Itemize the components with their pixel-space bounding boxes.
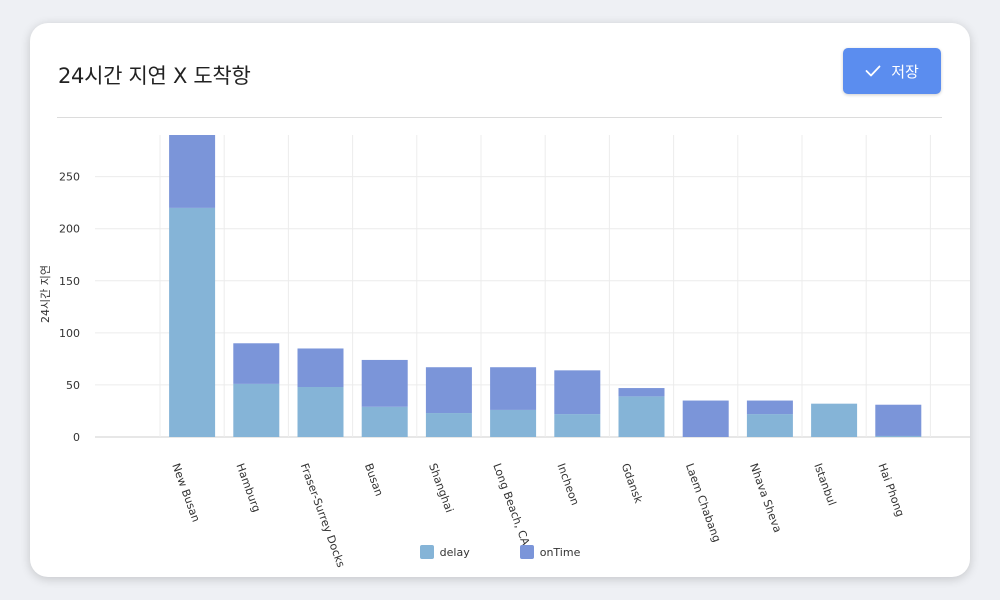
- x-tick-label: Shanghai: [426, 462, 456, 515]
- bar-onTime: [361, 359, 408, 407]
- bar-onTime: [554, 370, 601, 415]
- bar-delay: [361, 406, 408, 437]
- bar-delay: [490, 409, 537, 437]
- bar-delay: [554, 414, 601, 437]
- y-tick-label: 150: [59, 275, 80, 288]
- bar-onTime: [682, 400, 729, 437]
- header-divider: [57, 117, 942, 118]
- x-tick-label: Busan: [362, 462, 386, 498]
- bar-onTime: [233, 343, 280, 384]
- x-tick-label: Long Beach, CA: [490, 462, 532, 548]
- x-tick-label: Nhava Sheva: [747, 462, 784, 535]
- y-tick-label: 0: [73, 431, 80, 444]
- y-tick-label: 100: [59, 327, 80, 340]
- bar-delay: [875, 435, 922, 437]
- bar-delay: [169, 207, 216, 437]
- x-tick-label: Istanbul: [811, 462, 838, 508]
- legend-label-delay: delay: [439, 545, 470, 559]
- bar-onTime: [875, 404, 922, 436]
- save-button[interactable]: 저장: [843, 48, 941, 94]
- page-title: 24시간 지연 X 도착항: [58, 64, 251, 88]
- bar-onTime: [490, 367, 537, 410]
- x-tick-label: Hamburg: [233, 462, 263, 514]
- legend-item-delay[interactable]: delay: [419, 545, 470, 559]
- save-button-label: 저장: [891, 62, 919, 81]
- bar-delay: [425, 413, 472, 437]
- x-tick-label: Laem Chabang: [683, 462, 724, 544]
- bar-delay: [618, 396, 665, 437]
- check-icon: [865, 65, 881, 77]
- chart-card: 24시간 지연 X 도착항 저장 0 50 100 150 200 250 24시간 지연 N…: [30, 23, 970, 577]
- x-tick-label: Gdansk: [619, 462, 646, 506]
- bar-delay: [233, 383, 280, 437]
- y-tick-label: 50: [66, 379, 80, 392]
- bar-delay: [811, 403, 858, 437]
- bar-onTime: [618, 388, 665, 397]
- legend-swatch-ontime: [519, 545, 534, 559]
- chart-legend: delay onTime: [30, 545, 970, 559]
- bar-onTime: [746, 400, 793, 415]
- x-tick-label: Incheon: [554, 462, 581, 508]
- y-tick-label: 250: [59, 171, 80, 184]
- legend-item-ontime[interactable]: onTime: [519, 545, 581, 559]
- legend-swatch-delay: [419, 545, 434, 559]
- legend-label-ontime: onTime: [539, 545, 581, 559]
- bar-onTime: [297, 348, 344, 388]
- x-tick-label: Hai Phong: [875, 462, 906, 519]
- y-axis-label: 24시간 지연: [39, 265, 52, 323]
- y-tick-label: 200: [59, 223, 80, 236]
- bar-delay: [297, 387, 344, 437]
- x-tick-label: New Busan: [169, 462, 202, 524]
- bar-onTime: [425, 367, 472, 414]
- bar-onTime: [169, 135, 216, 208]
- bar-delay: [746, 414, 793, 437]
